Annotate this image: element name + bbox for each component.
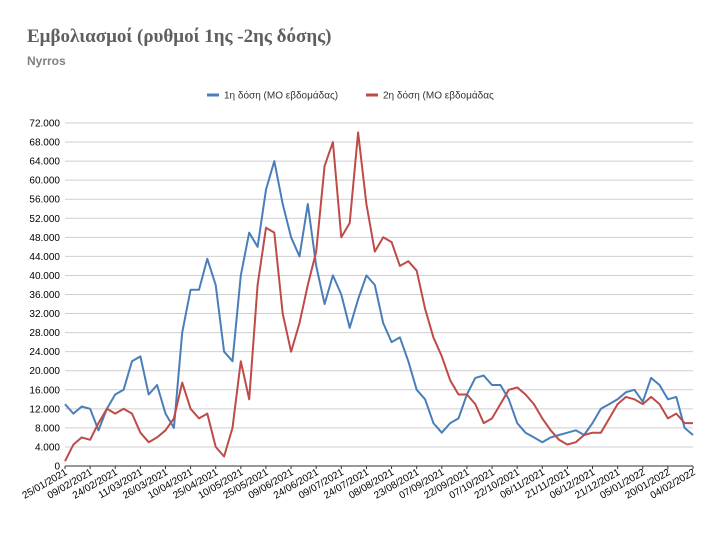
y-tick-label: 68.000 (29, 138, 60, 149)
grid-lines (65, 122, 693, 467)
y-tick-label: 28.000 (29, 328, 60, 339)
y-tick-label: 20.000 (29, 366, 60, 377)
y-tick-label: 72.000 (29, 119, 60, 130)
y-tick-label: 40.000 (29, 271, 60, 282)
series-lines (64, 131, 694, 462)
y-tick-label: 52.000 (29, 214, 60, 225)
series-line-2 (64, 131, 693, 462)
legend: 1η δόση (ΜΟ εβδομάδας) 2η δόση (ΜΟ εβδομά… (207, 90, 494, 102)
y-tick-label: 60.000 (29, 176, 60, 187)
y-tick-label: 16.000 (29, 385, 60, 396)
y-tick-label: 36.000 (29, 290, 60, 301)
chart-subtitle: Nyrros (27, 54, 66, 68)
y-tick-label: 64.000 (29, 157, 60, 168)
legend-label-2: 2η δόση (ΜΟ εβδομάδας (383, 90, 494, 102)
y-tick-label: 44.000 (29, 252, 60, 263)
legend-label-1: 1η δόση (ΜΟ εβδομάδας) (224, 90, 338, 102)
y-tick-label: 8.000 (35, 423, 60, 434)
y-tick-label: 12.000 (29, 404, 60, 415)
series-line-1 (64, 160, 694, 444)
y-tick-label: 32.000 (29, 309, 60, 320)
chart-title: Εμβολιασμοί (ρυθμοί 1ης -2ης δόσης) (27, 26, 332, 47)
y-tick-label: 24.000 (29, 347, 60, 358)
y-tick-label: 56.000 (29, 195, 60, 206)
y-axis: 0 4.000 8.000 12.000 16.000 20.000 24.000 28.00… (29, 119, 60, 473)
y-tick-label: 0 (54, 462, 60, 473)
y-tick-label: 48.000 (29, 233, 60, 244)
y-tick-label: 4.000 (35, 442, 60, 453)
x-axis: 25/01/202109/02/202124/02/202111/03/2021… (21, 466, 698, 502)
